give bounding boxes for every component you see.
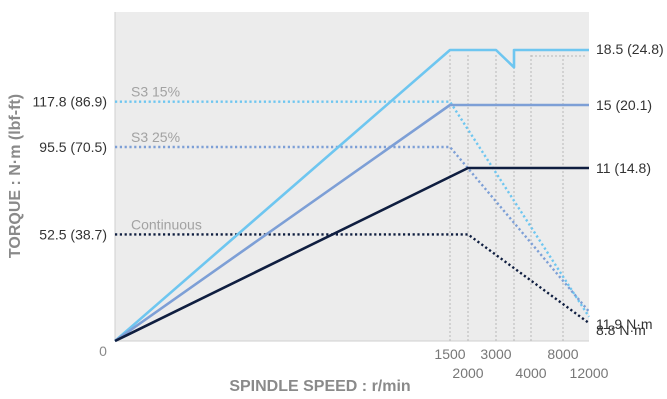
x-tick-label: 8000 [547,346,578,362]
left-value-label: 95.5 (70.5) [39,139,107,155]
x-axis-title: SPINDLE SPEED : r/min [229,378,410,395]
right-value-label: 18.5 (24.8) [596,41,664,57]
right-value-label: 11 (14.8) [596,160,651,176]
series-name-label: S3 15% [131,84,180,100]
x-tick-label: 1500 [434,346,465,362]
series-line-0 [114,48,589,342]
series-line-5 [115,233,590,325]
origin-label: 0 [99,343,107,359]
x-tick-label: 3000 [480,346,511,362]
right-value-label: 11.9 N·m [596,316,653,332]
series-name-label: S3 25% [131,129,180,145]
series-name-label: Continuous [131,216,202,232]
series-line-2 [114,166,589,343]
right-value-label: 8.8 N·m [596,322,646,338]
x-tick-label: 4000 [515,365,546,381]
y-axis-title: TORQUE : N·m (lbf-ft) [7,94,24,258]
series-line-1 [114,103,589,343]
series-line-4 [115,145,590,313]
left-value-label: 117.8 (86.9) [33,94,107,110]
right-value-label: 15 (20.1) [596,97,652,113]
left-value-label: 52.5 (38.7) [39,226,107,242]
series-line-3 [115,100,591,318]
x-tick-label: 12000 [570,365,609,381]
x-tick-label: 2000 [452,365,483,381]
